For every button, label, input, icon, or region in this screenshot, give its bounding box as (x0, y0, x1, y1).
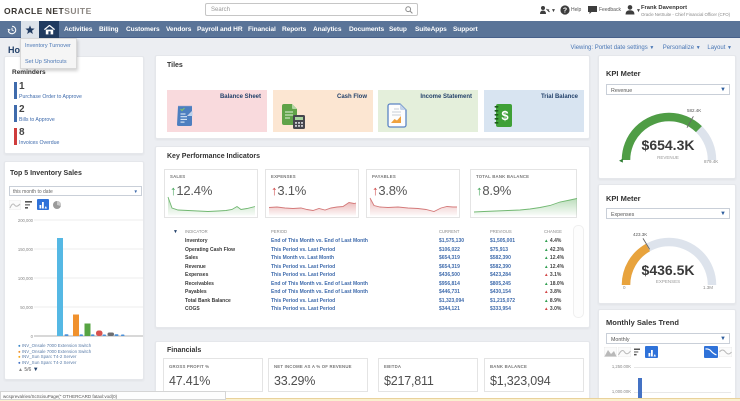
svg-text:100,000: 100,000 (18, 276, 34, 281)
svg-text:200,000: 200,000 (18, 218, 34, 223)
svg-text:$: $ (501, 108, 509, 123)
svg-text:150,000: 150,000 (18, 247, 34, 252)
svg-text:0: 0 (31, 334, 34, 339)
svg-text:50,000: 50,000 (20, 305, 33, 310)
svg-text:?: ? (563, 7, 567, 14)
